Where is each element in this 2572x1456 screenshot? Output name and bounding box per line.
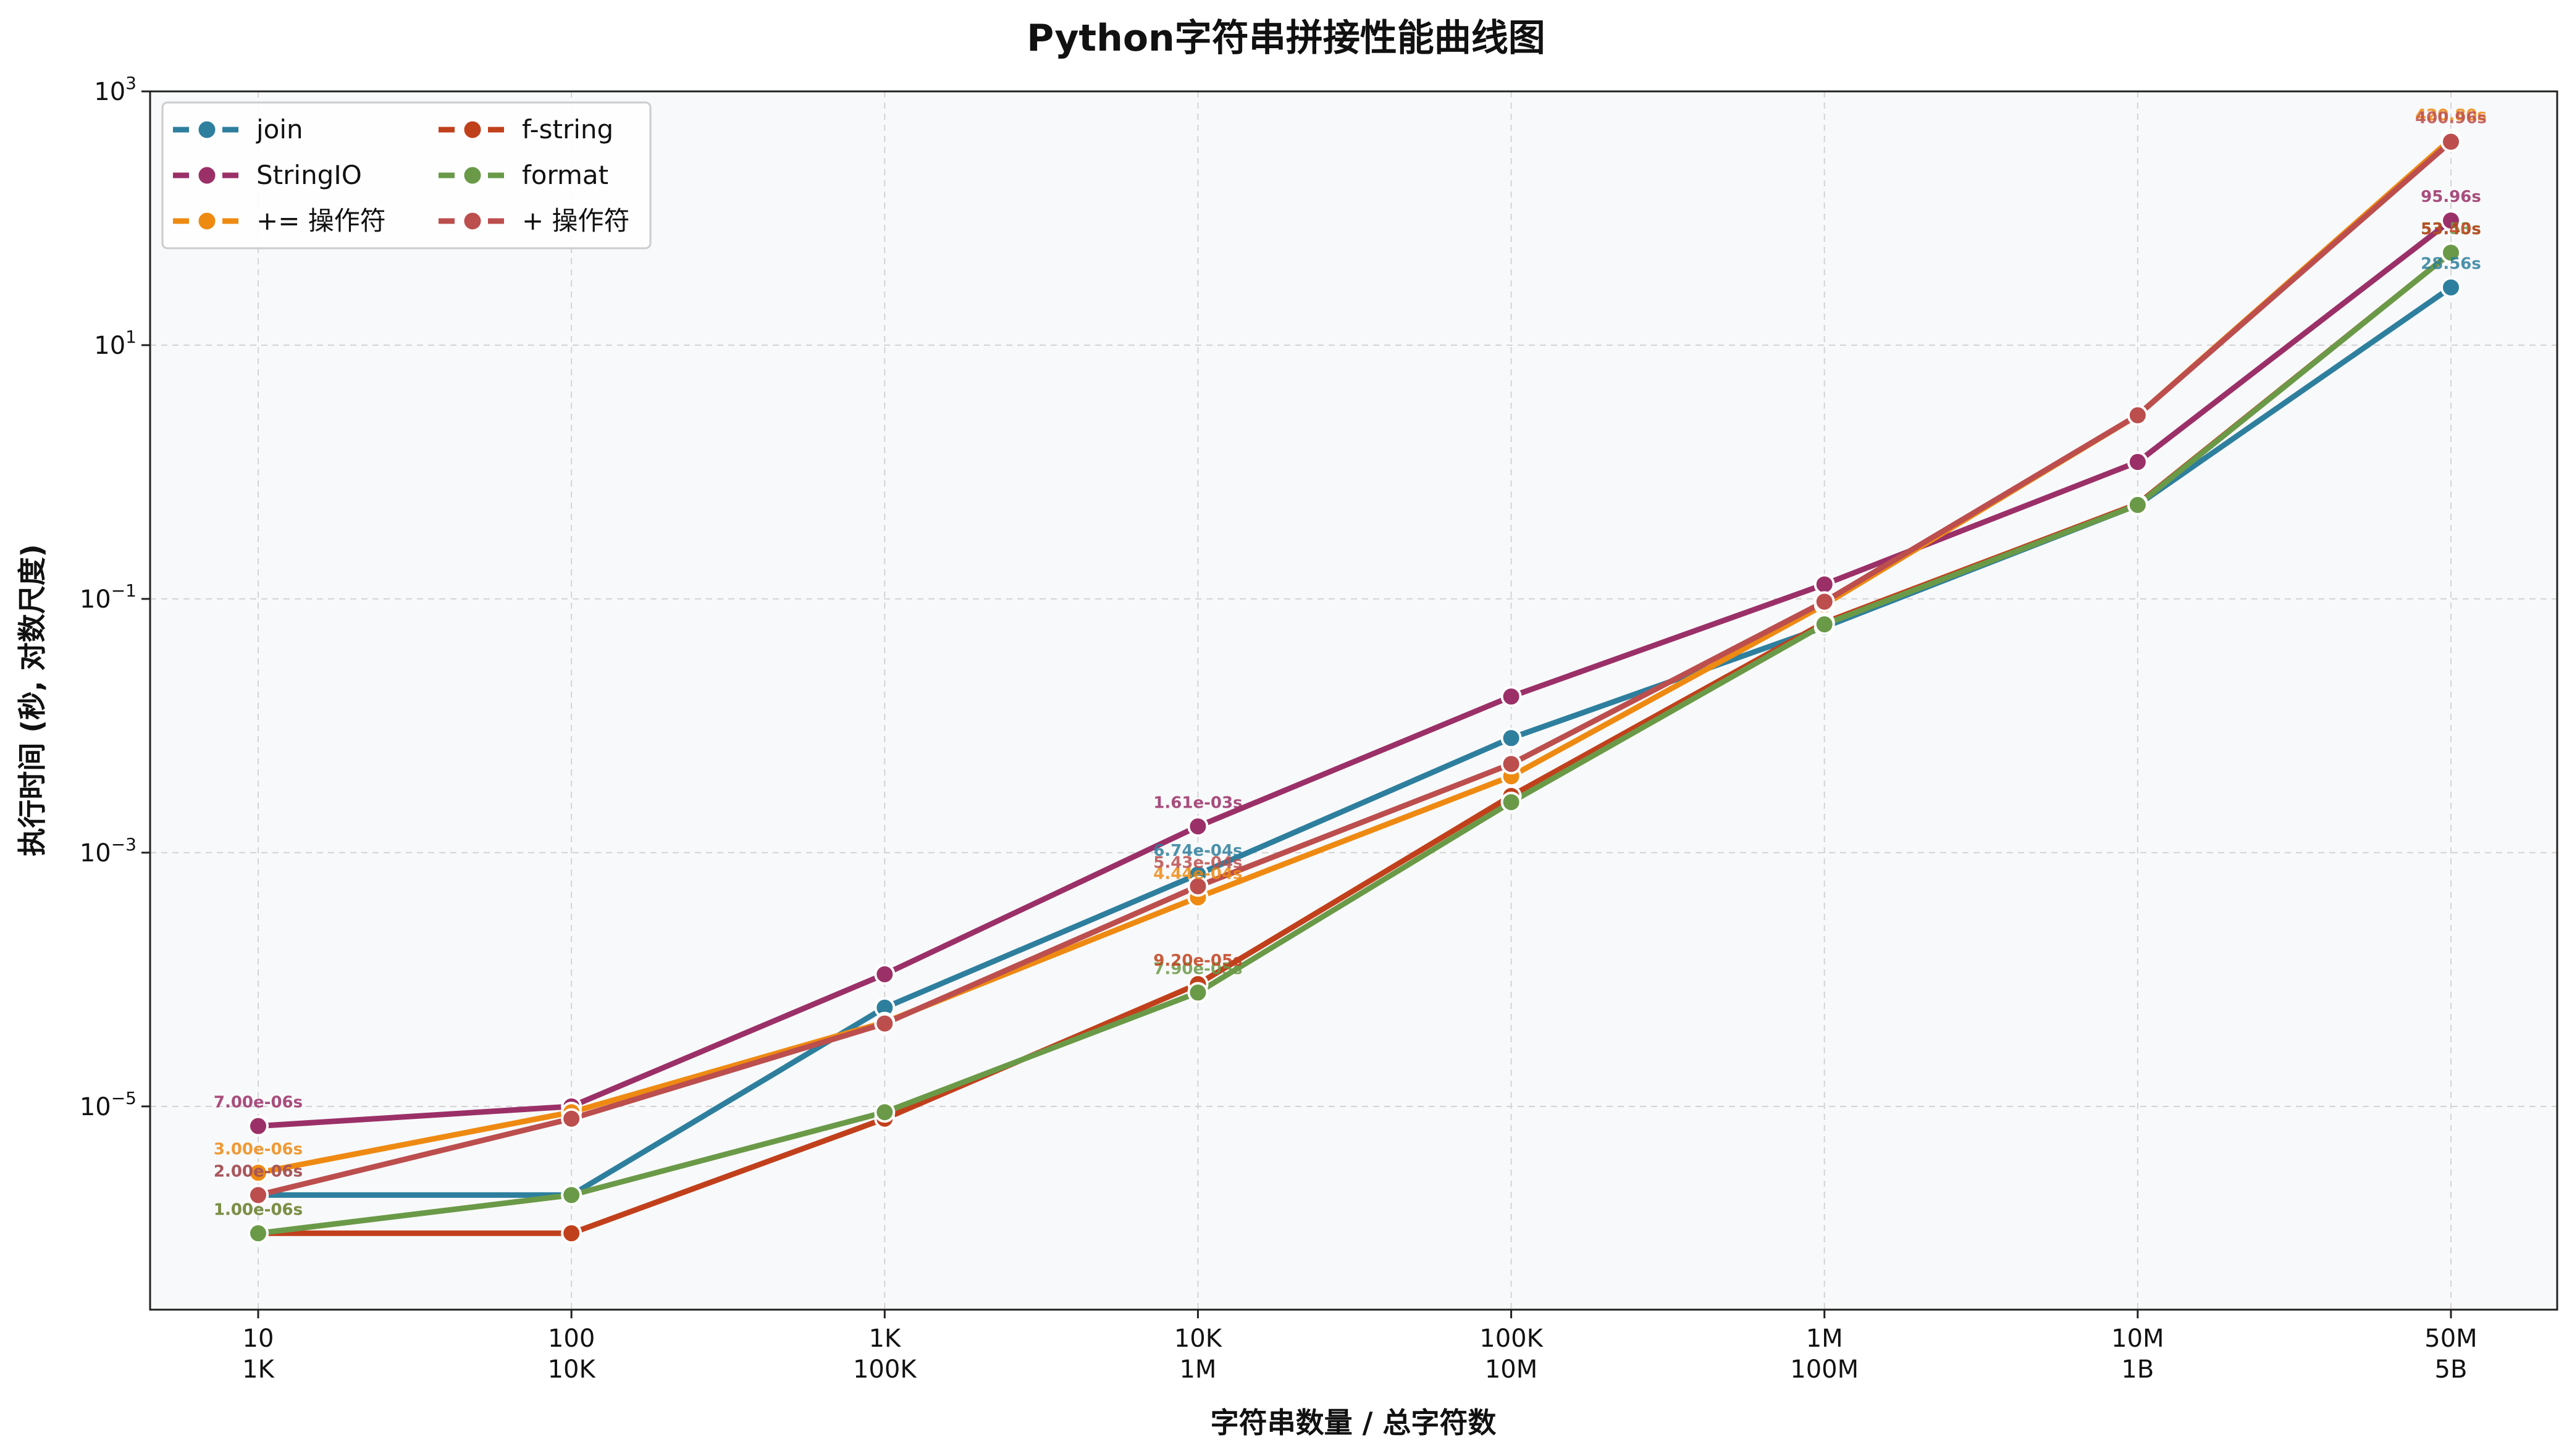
data-label: 400.96s [2415,109,2487,128]
data-label: 5.43e-04s [1153,853,1242,872]
x-tick-label: 10M [2111,1324,2164,1353]
data-label: 3.00e-06s [214,1140,303,1158]
data-label: 1.00e-06s [214,1200,303,1219]
x-tick-label-secondary: 5B [2435,1355,2468,1384]
data-point [874,1013,896,1034]
data-label: 7.90e-05s [1153,960,1242,978]
data-label: 1.61e-03s [1153,793,1242,812]
x-tick-label: 10 [243,1324,274,1353]
data-point [874,963,896,985]
x-tick-label-secondary: 10K [548,1355,597,1384]
data-point [248,1223,269,1244]
data-point [1500,792,1522,813]
data-point [1500,686,1522,708]
x-tick-label-secondary: 10M [1485,1355,1537,1384]
x-tick-label-secondary: 1M [1179,1355,1216,1384]
x-tick-label: 100 [548,1324,595,1353]
y-tick-label: 10−3 [80,834,137,868]
data-label: 9.20e-05s [1153,952,1242,970]
data-point [1813,574,1835,595]
data-point [1187,982,1209,1003]
data-point [2440,242,2461,264]
legend-swatch-marker [462,165,483,186]
plot-area [150,91,2557,1310]
data-point [248,1184,269,1206]
legend-box [161,101,652,249]
x-tick-label-secondary: 100M [1790,1355,1859,1384]
data-point [248,1115,269,1137]
data-label: 420.80s [2415,106,2487,125]
series-lines [255,136,2454,1236]
data-point [2440,277,2461,298]
legend-label: += 操作符 [256,206,386,236]
data-point [1500,727,1522,749]
data-label: 53.53s [2421,220,2481,238]
data-label: 2.00e-06s [214,1162,303,1181]
data-point [1813,591,1835,613]
data-label: 4.44e-04s [1153,864,1242,883]
data-point [2127,494,2148,516]
data-label: 28.56s [2421,254,2481,273]
legend-label: f-string [522,114,613,144]
data-labels: 2.00e-06s7.00e-06s3.00e-06s1.00e-06s1.00… [214,106,2487,1219]
data-label: 6.74e-04s [1153,842,1242,860]
y-tick-label: 103 [94,73,137,106]
x-tick-label: 1M [1806,1324,1843,1353]
data-point [561,1223,582,1244]
legend-label: format [522,160,608,190]
series-line [255,249,2454,1236]
data-point [1500,753,1522,775]
data-label: 2.00e-06s [214,1162,303,1181]
data-points [248,128,2461,1244]
legend-swatch-marker [196,211,217,232]
data-label: 95.96s [2421,188,2481,206]
data-point [1813,614,1835,635]
y-axis-ticks: 10−5 10−3 10−1 101 103 [80,73,150,1121]
legend-label: StringIO [256,160,362,190]
x-axis-ticks: 101K10010K1K100K10K1M100K10M1M100M10M1B5… [242,1310,2477,1384]
data-point [2440,131,2461,153]
x-tick-label-secondary: 1B [2121,1355,2154,1384]
legend: join StringIO += 操作符 f-string format + 操作符 [161,101,652,249]
plot-border [149,90,2558,1311]
data-point [248,1162,269,1184]
legend-label: join [256,114,303,144]
y-tick-label: 10−1 [80,580,137,614]
series-line [255,217,2454,1129]
data-point [2127,451,2148,473]
data-point [561,1108,582,1129]
legend-swatch-marker [462,211,483,232]
data-label: 53.40s [2421,220,2481,238]
legend-swatch-marker [196,165,217,186]
y-tick-label: 101 [94,327,137,360]
series-line [255,139,2454,1198]
x-tick-label: 10K [1174,1324,1223,1353]
legend-swatch-marker [462,119,483,140]
legend-label: + 操作符 [522,206,630,236]
chart-title: Python字符串拼接性能曲线图 [1027,17,1545,60]
x-tick-label: 100K [1479,1324,1544,1353]
data-point [1187,816,1209,837]
y-tick-label: 10−5 [80,1088,137,1121]
data-label: 7.00e-06s [214,1094,303,1112]
data-point [874,1102,896,1123]
x-tick-label-secondary: 100K [853,1355,917,1384]
data-point [561,1184,582,1206]
x-tick-label: 1K [868,1324,901,1353]
x-axis-title: 字符串数量 / 总字符数 [1211,1406,1497,1439]
data-label: 1.00e-06s [214,1200,303,1219]
x-tick-label-secondary: 1K [242,1355,275,1384]
legend-swatch-marker [196,119,217,140]
data-point [2127,404,2148,426]
y-axis-title: 执行时间 (秒, 对数尺度) [15,544,49,856]
x-tick-label: 50M [2424,1324,2477,1353]
data-point [2440,210,2461,232]
data-point [1187,876,1209,897]
